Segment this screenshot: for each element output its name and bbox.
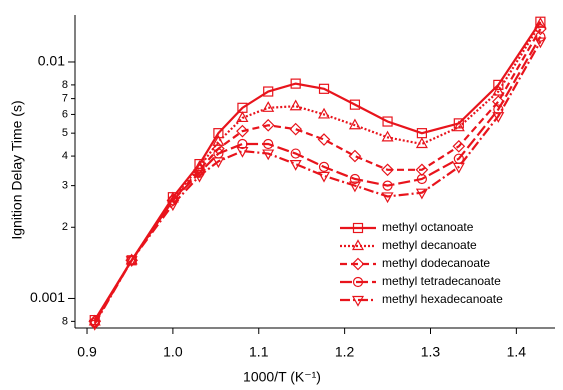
marker <box>535 31 546 42</box>
y-tick-label: 8 <box>62 79 68 91</box>
marker <box>415 188 428 200</box>
marker <box>289 122 303 136</box>
series-line <box>93 21 542 321</box>
marker <box>452 139 466 153</box>
marker <box>415 163 429 177</box>
marker <box>318 161 330 173</box>
marker <box>236 146 249 158</box>
marker <box>125 253 138 265</box>
x-axis-label: 1000/T (K⁻¹) <box>243 369 321 385</box>
marker <box>382 180 393 191</box>
legend-label: methyl tetradecanoate <box>382 274 501 288</box>
marker <box>262 101 275 112</box>
x-tick-label: 1.1 <box>249 344 269 360</box>
marker <box>212 134 225 146</box>
marker <box>289 159 302 171</box>
marker <box>166 200 179 212</box>
legend-marker <box>351 239 365 251</box>
marker <box>416 173 428 185</box>
legend-label: methyl octanoate <box>382 220 474 234</box>
y-tick-label: 2 <box>62 221 68 233</box>
marker <box>290 148 301 159</box>
marker <box>381 130 394 142</box>
x-tick-label: 1.3 <box>421 344 441 360</box>
marker <box>348 181 361 193</box>
marker <box>349 99 361 110</box>
marker <box>262 149 275 161</box>
marker <box>492 112 505 123</box>
series-line <box>93 28 542 322</box>
marker <box>290 78 301 89</box>
marker <box>452 162 465 174</box>
y-tick-label: 8 <box>62 315 68 327</box>
x-tick-label: 1.0 <box>163 344 183 360</box>
legend-label: methyl hexadecanoate <box>382 292 503 306</box>
marker <box>212 157 225 169</box>
marker <box>452 120 465 132</box>
marker <box>534 17 547 28</box>
marker <box>415 137 428 149</box>
marker <box>381 192 394 204</box>
marker <box>193 171 206 183</box>
y-tick-label: 7 <box>62 93 68 105</box>
marker <box>317 171 331 183</box>
x-tick-label: 1.2 <box>335 344 355 360</box>
marker <box>89 317 100 328</box>
marker <box>349 173 361 185</box>
marker <box>125 256 138 268</box>
marker <box>237 138 248 150</box>
marker <box>492 84 505 96</box>
marker <box>317 107 331 119</box>
marker <box>534 37 547 49</box>
marker <box>213 128 224 139</box>
y-tick-label: 0.01 <box>38 53 65 69</box>
legend-marker <box>352 222 364 234</box>
marker <box>317 133 331 146</box>
marker <box>263 86 274 97</box>
y-tick-label: 4 <box>62 150 68 162</box>
y-tick-label: 5 <box>62 127 68 139</box>
marker <box>236 111 249 123</box>
legend-label: methyl dodecanoate <box>382 256 490 270</box>
x-tick-label: 1.4 <box>507 344 527 360</box>
y-tick-label: 0.001 <box>30 289 65 305</box>
marker <box>491 95 505 108</box>
marker <box>236 124 249 138</box>
y-tick-label: 6 <box>62 108 68 120</box>
legend-marker <box>352 276 364 288</box>
marker <box>261 118 275 132</box>
y-tick-label: 3 <box>62 180 68 192</box>
y-axis-label: Ignition Delay Time (s) <box>9 100 25 239</box>
marker <box>318 83 330 94</box>
x-tick-label: 0.9 <box>77 344 97 360</box>
marker <box>348 149 362 163</box>
marker <box>382 116 393 127</box>
marker <box>263 138 274 150</box>
marker <box>88 319 101 331</box>
marker <box>348 118 361 130</box>
marker <box>381 163 394 177</box>
marker <box>534 22 547 36</box>
legend-marker <box>351 295 365 307</box>
legend-label: methyl decanoate <box>382 238 477 252</box>
series-line <box>93 36 542 324</box>
legend-marker <box>351 257 365 271</box>
marker <box>289 99 302 111</box>
